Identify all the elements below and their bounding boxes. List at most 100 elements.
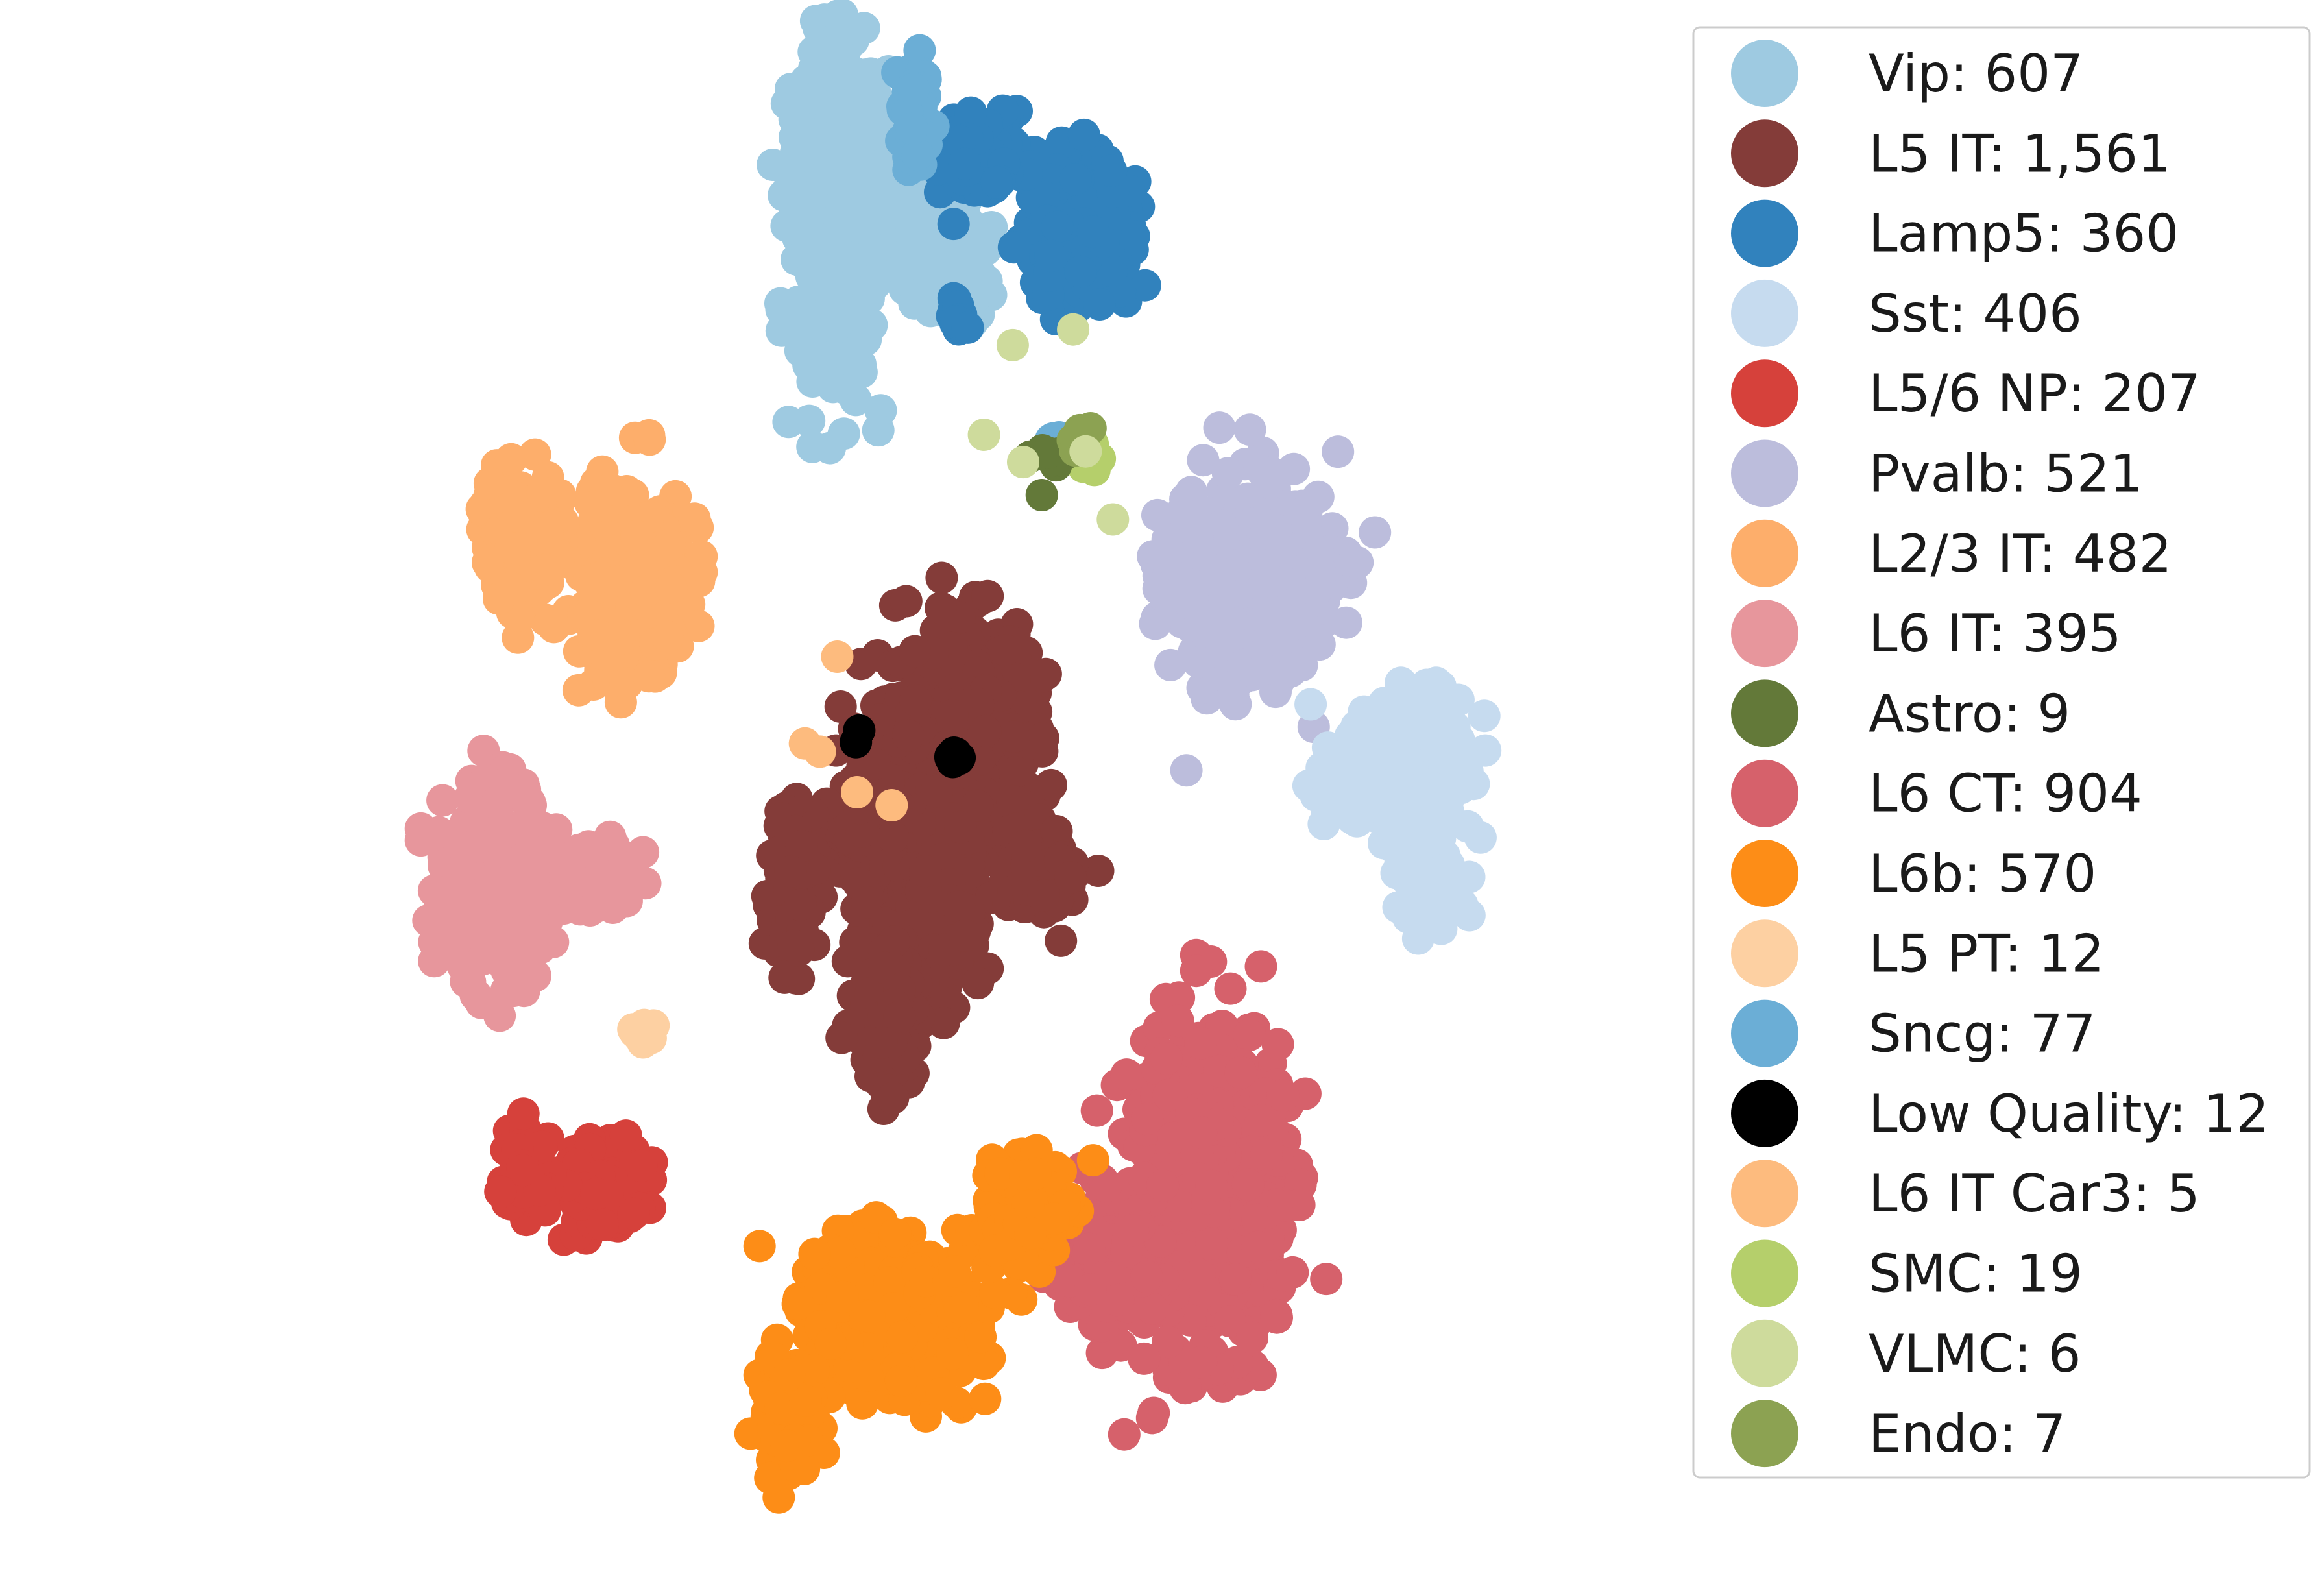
- data-point: [883, 1001, 916, 1034]
- data-point: [1156, 579, 1189, 612]
- data-point: [1218, 1263, 1252, 1296]
- data-point: [846, 1387, 879, 1420]
- data-point: [1241, 1230, 1274, 1263]
- data-point: [825, 1021, 858, 1054]
- data-point: [877, 1082, 910, 1115]
- data-point: [862, 414, 895, 447]
- data-point: [890, 585, 923, 618]
- data-point: [770, 1429, 803, 1463]
- data-point: [927, 1006, 960, 1039]
- data-point: [1260, 1298, 1293, 1331]
- data-point: [814, 431, 846, 465]
- data-point: [798, 1237, 831, 1270]
- data-point: [1150, 1042, 1183, 1075]
- data-point: [839, 926, 872, 959]
- data-point: [1185, 1116, 1218, 1149]
- data-point: [825, 140, 858, 173]
- data-point: [1265, 534, 1298, 567]
- data-point: [949, 919, 982, 952]
- cluster-l6b: [734, 1134, 1109, 1514]
- data-point: [1110, 1058, 1143, 1091]
- data-point: [920, 775, 953, 808]
- data-point: [997, 720, 1030, 753]
- data-point: [1161, 1004, 1194, 1038]
- data-point: [1137, 1396, 1170, 1429]
- data-point: [531, 553, 564, 586]
- data-point: [1180, 954, 1213, 988]
- data-point: [884, 1365, 917, 1398]
- data-point: [1128, 1342, 1161, 1375]
- data-point: [743, 1230, 776, 1263]
- data-point: [819, 311, 852, 345]
- data-point: [909, 855, 942, 888]
- data-point: [1329, 606, 1362, 639]
- data-point: [1233, 413, 1266, 446]
- data-point: [969, 1382, 1002, 1415]
- data-point: [1464, 821, 1497, 854]
- data-point: [1195, 1169, 1228, 1202]
- data-point: [936, 699, 969, 732]
- data-point: [1244, 950, 1277, 983]
- data-point: [1322, 435, 1355, 468]
- data-point: [823, 97, 856, 130]
- data-point: [633, 419, 666, 452]
- data-point: [581, 619, 614, 652]
- data-point: [1029, 657, 1062, 690]
- data-point: [1074, 1273, 1107, 1306]
- data-point: [1145, 539, 1178, 572]
- data-point: [579, 490, 612, 523]
- data-point: [1130, 1260, 1163, 1293]
- data-point: [633, 660, 666, 693]
- data-point: [891, 719, 925, 752]
- data-point: [971, 579, 1004, 613]
- data-point: [1265, 596, 1298, 629]
- data-point: [899, 635, 932, 668]
- cluster-sst: [1292, 666, 1502, 955]
- plot-area: [404, 0, 1502, 1514]
- data-point: [962, 967, 995, 1000]
- data-point: [620, 520, 653, 553]
- data-point: [938, 1255, 971, 1288]
- data-point: [1216, 678, 1250, 711]
- data-point: [886, 1320, 919, 1354]
- data-point: [1182, 646, 1215, 679]
- data-point: [1468, 699, 1501, 733]
- data-point: [1183, 1259, 1216, 1292]
- data-point: [964, 1320, 997, 1354]
- data-point: [1236, 1321, 1268, 1354]
- data-point: [899, 684, 932, 716]
- data-point: [1233, 1019, 1266, 1051]
- data-point: [1266, 1079, 1300, 1112]
- data-point: [793, 404, 826, 437]
- data-point: [494, 531, 527, 564]
- data-point: [1131, 1102, 1164, 1136]
- data-point: [777, 929, 810, 962]
- data-point: [943, 890, 976, 923]
- data-point: [788, 185, 821, 218]
- data-point: [1195, 1227, 1228, 1260]
- data-point: [936, 1337, 969, 1370]
- data-point: [1170, 754, 1203, 787]
- data-point: [1303, 553, 1336, 586]
- data-point: [969, 714, 1002, 747]
- data-point: [852, 278, 885, 311]
- data-point: [1250, 1138, 1283, 1171]
- data-point: [1310, 1263, 1343, 1296]
- data-point: [1261, 1028, 1294, 1061]
- data-point: [655, 572, 688, 604]
- data-point: [678, 502, 711, 535]
- data-point: [1117, 1214, 1150, 1247]
- data-point: [1203, 411, 1236, 444]
- data-point: [1427, 880, 1460, 913]
- data-point: [944, 810, 977, 844]
- data-point: [853, 1359, 886, 1392]
- cluster-l5-it: [748, 561, 1115, 1125]
- data-point: [531, 516, 564, 549]
- data-point: [817, 371, 849, 404]
- data-point: [914, 239, 947, 273]
- data-point: [877, 821, 910, 854]
- data-point: [925, 1377, 958, 1410]
- data-point: [878, 1217, 912, 1250]
- cluster-l2-3-it: [465, 419, 718, 719]
